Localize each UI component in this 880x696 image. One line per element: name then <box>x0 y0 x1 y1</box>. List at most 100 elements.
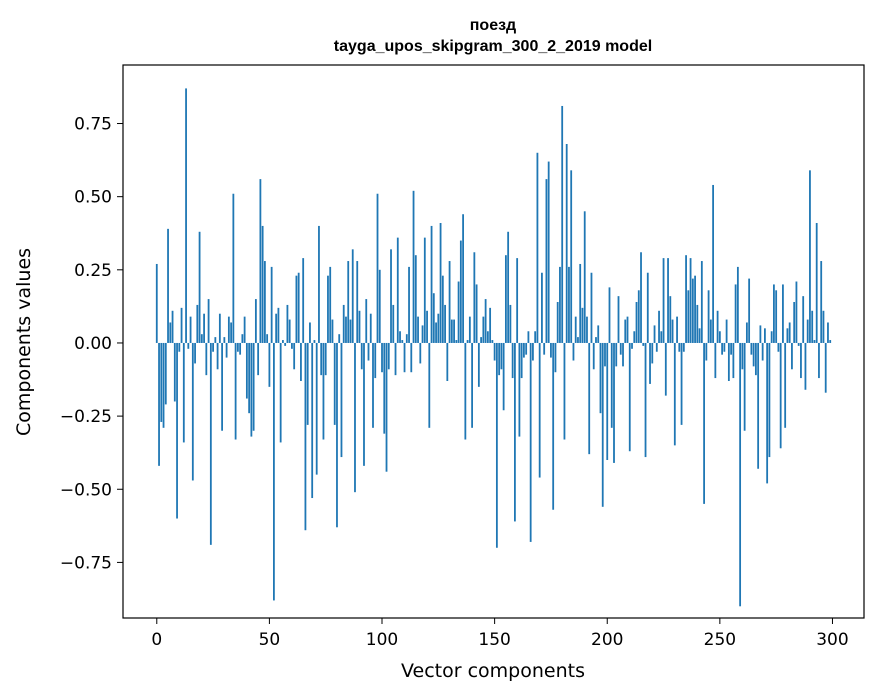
bar <box>313 340 316 343</box>
bar <box>547 161 550 343</box>
y-axis: −0.75 −0.50 −0.25 0.00 0.25 0.50 0.75 <box>60 115 123 573</box>
bar <box>745 322 748 343</box>
bar <box>518 342 521 437</box>
bar <box>441 275 444 343</box>
bar <box>288 319 291 343</box>
bar <box>700 261 703 343</box>
bar <box>250 342 253 437</box>
bar <box>651 342 654 364</box>
bar <box>180 307 183 343</box>
bar <box>723 342 726 352</box>
bar <box>426 310 428 343</box>
bar <box>574 316 577 343</box>
bar <box>279 342 282 443</box>
bar <box>718 331 721 343</box>
bar <box>766 342 769 484</box>
bar <box>468 316 471 343</box>
bar <box>295 275 298 343</box>
bar <box>727 342 730 381</box>
bar <box>577 337 579 343</box>
bar <box>617 296 620 343</box>
y-tick-label: 0.50 <box>74 188 112 208</box>
y-tick-label: −0.50 <box>60 480 112 500</box>
bar <box>414 255 417 343</box>
bar <box>254 299 257 343</box>
bar <box>554 342 557 373</box>
bar <box>608 287 611 343</box>
bar <box>457 281 460 343</box>
bar <box>694 275 696 343</box>
bar <box>592 342 595 370</box>
bar <box>676 316 678 343</box>
bar <box>198 231 201 343</box>
bar <box>322 342 325 440</box>
bar <box>660 331 663 343</box>
bar <box>437 313 440 343</box>
bar <box>541 272 543 343</box>
bar <box>685 255 687 343</box>
bar <box>450 319 453 343</box>
bar <box>160 342 163 422</box>
bar <box>649 342 651 384</box>
bar <box>626 316 629 343</box>
bar <box>365 299 368 343</box>
bar <box>408 266 410 343</box>
bar <box>624 319 627 343</box>
bar <box>383 342 386 434</box>
bar <box>559 266 561 343</box>
bar <box>293 342 296 370</box>
bar <box>412 190 415 343</box>
bar <box>619 342 622 355</box>
bar <box>529 342 532 542</box>
bar <box>736 266 739 343</box>
bar <box>782 284 784 343</box>
bar <box>671 319 674 343</box>
bar <box>349 319 352 343</box>
bar <box>705 342 708 361</box>
bar <box>773 284 775 343</box>
bar <box>324 342 327 376</box>
bar <box>664 342 667 396</box>
bar <box>155 263 158 343</box>
bar <box>565 144 568 343</box>
bar <box>259 179 262 343</box>
bar <box>189 316 192 343</box>
bar <box>318 225 320 343</box>
bars-group <box>155 88 832 607</box>
bar <box>176 342 178 519</box>
bar <box>207 299 210 343</box>
x-tick-label: 150 <box>478 630 510 650</box>
bar <box>268 342 271 387</box>
bar <box>286 304 289 343</box>
bar <box>568 266 570 343</box>
bar <box>439 223 442 343</box>
bar <box>428 342 431 428</box>
bar <box>338 334 341 343</box>
bar <box>300 342 302 381</box>
bar <box>709 319 712 343</box>
bar <box>754 342 757 376</box>
bar <box>327 275 329 343</box>
bar <box>263 261 266 343</box>
bar <box>200 334 203 343</box>
bar <box>261 225 264 343</box>
bar <box>714 342 717 379</box>
bar <box>768 342 771 458</box>
bar <box>392 304 395 343</box>
bar <box>354 342 356 493</box>
bar <box>394 342 397 376</box>
bar <box>759 325 762 343</box>
bar <box>581 307 584 343</box>
bar <box>583 211 586 343</box>
x-axis-label: Vector components <box>401 660 585 682</box>
bar <box>552 342 555 510</box>
bar <box>653 325 656 343</box>
bar <box>194 342 196 364</box>
bar <box>378 269 381 343</box>
bar <box>329 266 332 343</box>
y-tick-label: 0.00 <box>74 334 112 354</box>
bar <box>673 342 676 446</box>
bar <box>514 342 516 522</box>
